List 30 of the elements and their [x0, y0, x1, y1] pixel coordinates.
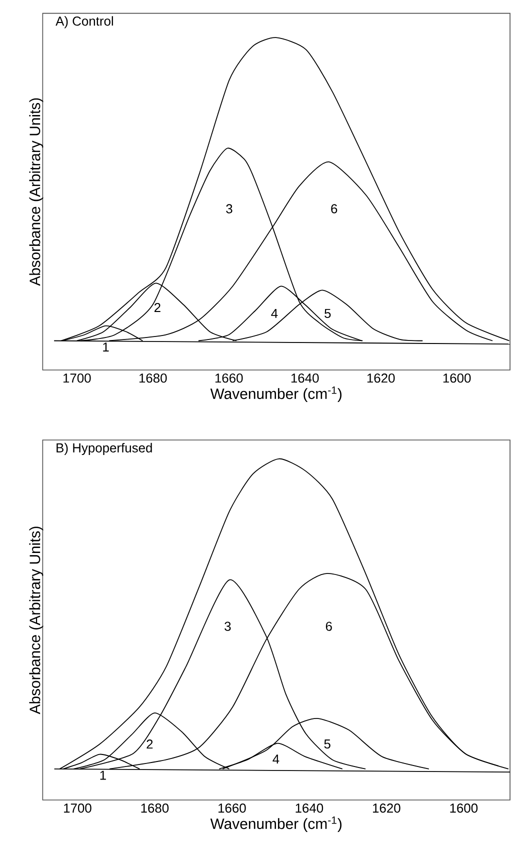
x-tick-label: 1620 — [367, 374, 395, 383]
y-axis-title: Absorbance (Arbitrary Units) — [29, 526, 44, 714]
annotation: 6 — [326, 622, 332, 631]
x-tick-label: 1640 — [296, 804, 324, 813]
x-tick-label: 1700 — [63, 374, 91, 383]
annotation: 1 — [100, 770, 106, 780]
x-axis-title: Wavenumber (cm$^{-1}$) — [210, 386, 342, 402]
x-tick-label: 1660 — [218, 804, 246, 813]
chart-title: A) Control — [56, 16, 113, 28]
x-tick-label: 1680 — [141, 804, 169, 813]
annotation: 5 — [324, 740, 330, 749]
annotation: 3 — [224, 622, 231, 631]
annotation: 6 — [331, 204, 338, 214]
annotation: 4 — [271, 309, 278, 318]
annotation: 2 — [154, 302, 160, 312]
annotation: 1 — [103, 342, 109, 352]
x-tick-label: 1620 — [372, 804, 400, 813]
chart-title: B) Hypoperfused — [56, 442, 152, 456]
annotation: 4 — [272, 754, 280, 764]
x-axis-title: Wavenumber (cm$^{-1}$) — [210, 816, 342, 832]
annotation: 2 — [146, 740, 153, 749]
y-axis-title: Absorbance (Arbitrary Units) — [29, 98, 44, 286]
annotation: 5 — [324, 308, 331, 318]
x-tick-label: 1660 — [215, 374, 243, 383]
x-tick-label: 1600 — [450, 804, 478, 813]
x-tick-label: 1600 — [443, 374, 471, 383]
x-tick-label: 1700 — [64, 804, 92, 813]
annotation: 3 — [226, 204, 232, 214]
x-tick-label: 1680 — [139, 374, 167, 383]
x-tick-label: 1640 — [291, 374, 319, 383]
